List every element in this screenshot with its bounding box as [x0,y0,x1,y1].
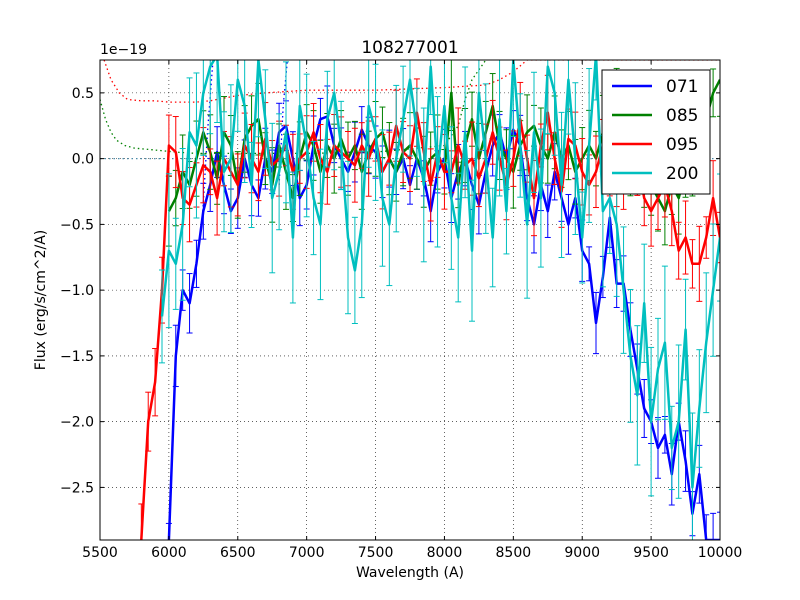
y-tick-label: −2.5 [60,480,94,496]
y-tick-label: −2.0 [60,415,94,431]
y-tick-label: 0.5 [72,86,94,102]
x-tick-label: 6000 [151,545,187,561]
x-tick-label: 8500 [496,545,532,561]
series-200 [159,60,720,540]
y-tick-label: −1.0 [60,283,94,299]
x-tick-label: 8000 [427,545,463,561]
reference-line-blue-dotted [201,60,214,225]
y-tick-label: −1.5 [60,349,94,365]
x-tick-label: 6500 [220,545,256,561]
legend: 071 085 095 200 [601,69,711,195]
legend-label: 085 [666,106,698,126]
x-axis-label: Wavelength (A) [356,565,464,581]
x-tick-label: 5500 [82,545,118,561]
x-tick-label: 7500 [358,545,394,561]
x-axis-ticks: 5500 6000 6500 7000 7500 8000 8500 9000 9500 1000… [82,60,742,561]
x-tick-label: 9500 [633,545,669,561]
chart-title: 108277001 [361,38,458,58]
x-tick-label: 10000 [698,545,743,561]
y-tick-label: −0.5 [60,217,94,233]
x-tick-label: 7000 [289,545,325,561]
axes-frame [99,59,721,541]
y-tick-label: 0.0 [72,152,94,168]
x-tick-label: 9000 [564,545,600,561]
y-axis-ticks: −2.5 −2.0 −1.5 −1.0 −0.5 0.0 0.5 [60,86,720,496]
legend-label: 071 [666,77,698,97]
legend-label: 095 [666,135,698,155]
legend-label: 200 [666,164,698,184]
series-line-200 [160,60,720,489]
y-axis-label: Flux (erg/s/cm^2/A) [33,230,49,370]
y-offset-text: 1e−19 [100,42,147,58]
